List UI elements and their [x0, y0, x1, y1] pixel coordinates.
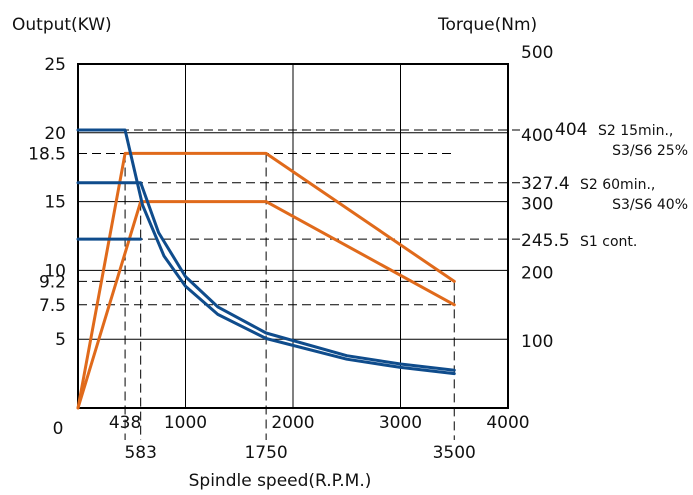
x-tick-label: 0: [53, 419, 64, 439]
x-axis-title: Spindle speed(R.P.M.): [189, 471, 372, 491]
annotation-text: S2 15min.,: [598, 123, 673, 139]
annotation-value: 245.5: [521, 231, 570, 251]
annotation-text: S1 cont.: [580, 234, 637, 250]
right-tick-label: 200: [521, 263, 553, 283]
annotation-text: S2 60min.,: [580, 177, 655, 193]
annotation-value: 404: [555, 120, 587, 140]
series-layer: [76, 128, 456, 410]
torque-curve-3: [76, 128, 456, 376]
x-tick-label-lower: 3500: [433, 443, 476, 463]
left-tick-label: 20: [44, 124, 66, 144]
label-layer: Output(KW) Torque(Nm) Spindle speed(R.P.…: [12, 15, 688, 491]
x-tick-label: 4000: [486, 413, 529, 433]
left-tick-label: 15: [44, 193, 66, 213]
output-curve-1: [76, 151, 456, 410]
left-tick-label: 5: [55, 330, 66, 350]
right-tick-label: 100: [521, 332, 553, 352]
torque-curve-4: [76, 181, 456, 372]
right-tick-label: 500: [521, 43, 553, 63]
annotation-text-line2: S3/S6 40%: [612, 197, 688, 213]
left-tick-label: 9.2: [39, 272, 66, 292]
x-tick-label: 3000: [379, 413, 422, 433]
left-tick-label: 18.5: [28, 144, 66, 164]
left-tick-label: 10: [44, 261, 66, 281]
right-tick-label: 400: [521, 126, 553, 146]
annotation-text-line2: S3/S6 25%: [612, 143, 688, 159]
left-tick-label: 7.5: [39, 296, 66, 316]
x-tick-label-lower: 583: [124, 443, 156, 463]
grid-layer: [77, 63, 520, 440]
output-curve-2: [76, 200, 456, 410]
right-axis-title: Torque(Nm): [437, 15, 537, 35]
annotation-value: 327.4: [521, 174, 570, 194]
left-axis-title: Output(KW): [12, 15, 112, 35]
left-tick-label: 25: [44, 55, 66, 75]
x-tick-label: 1000: [164, 413, 207, 433]
plot-frame: [77, 63, 509, 409]
x-tick-label: 438: [109, 413, 141, 433]
x-tick-label: 2000: [271, 413, 314, 433]
x-tick-label-lower: 1750: [244, 443, 287, 463]
right-tick-label: 300: [521, 195, 553, 215]
